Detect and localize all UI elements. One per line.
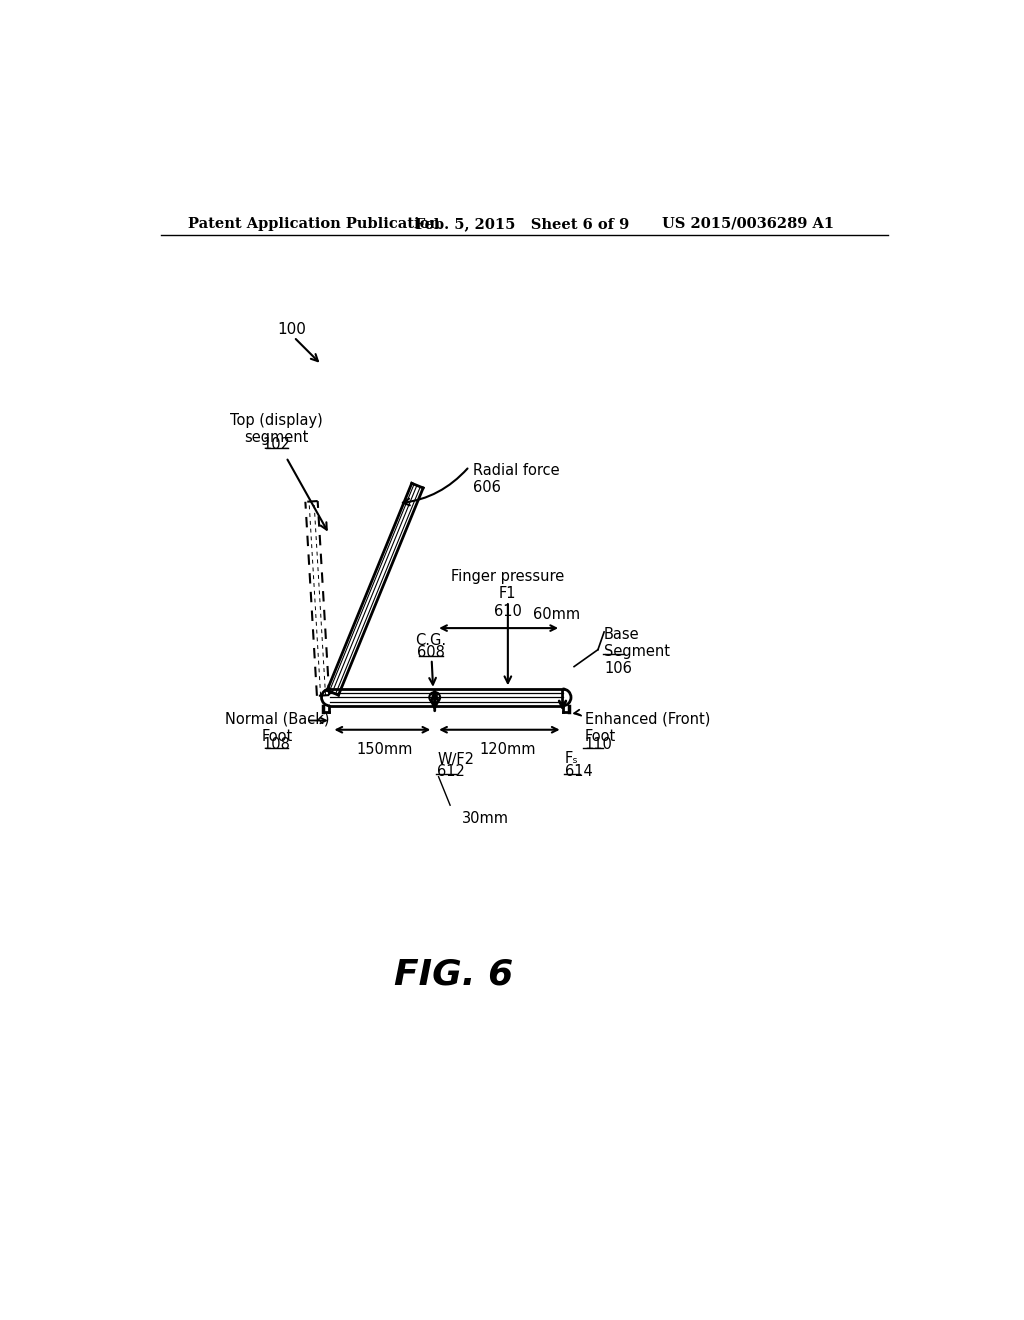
Text: US 2015/0036289 A1: US 2015/0036289 A1 <box>662 216 834 231</box>
Text: 612: 612 <box>437 763 465 779</box>
Text: Fₛ: Fₛ <box>565 751 579 767</box>
Text: C.G.: C.G. <box>416 632 446 648</box>
Text: 60mm: 60mm <box>532 607 580 622</box>
Text: 120mm: 120mm <box>479 742 537 758</box>
Text: 614: 614 <box>565 763 593 779</box>
Text: W∕F2: W∕F2 <box>437 751 474 767</box>
Text: 100: 100 <box>276 322 306 337</box>
Text: Radial force
606: Radial force 606 <box>473 462 560 495</box>
Text: 102: 102 <box>263 437 291 453</box>
Text: 30mm: 30mm <box>462 812 509 826</box>
Text: 110: 110 <box>585 738 612 752</box>
Text: 608: 608 <box>417 645 444 660</box>
Text: Finger pressure
F1
610: Finger pressure F1 610 <box>452 569 564 619</box>
Text: Feb. 5, 2015   Sheet 6 of 9: Feb. 5, 2015 Sheet 6 of 9 <box>416 216 630 231</box>
Text: Base
Segment
106: Base Segment 106 <box>604 627 670 676</box>
Text: Top (display)
segment: Top (display) segment <box>230 412 324 445</box>
Text: Patent Application Publication: Patent Application Publication <box>188 216 440 231</box>
Text: Enhanced (Front)
Foot: Enhanced (Front) Foot <box>585 711 711 743</box>
Text: 108: 108 <box>263 738 291 752</box>
Text: 150mm: 150mm <box>356 742 413 758</box>
Text: FIG. 6: FIG. 6 <box>394 957 514 991</box>
Text: Normal (Back)
Foot: Normal (Back) Foot <box>224 711 329 743</box>
